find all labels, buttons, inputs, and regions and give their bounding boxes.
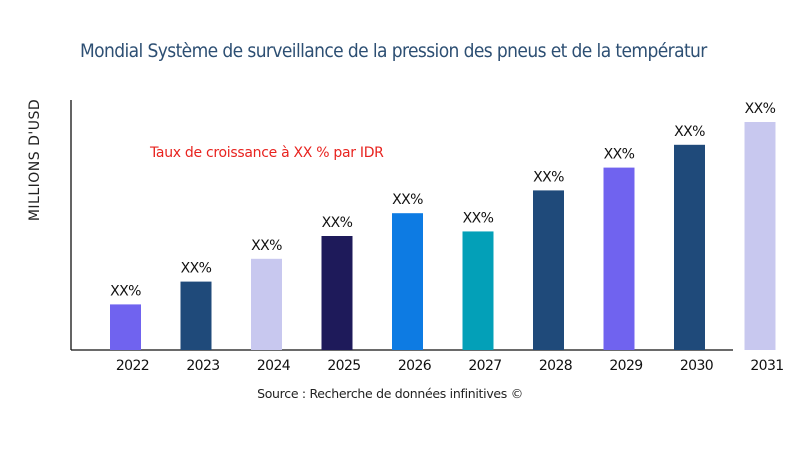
x-tick-2024: 2024 xyxy=(257,358,291,374)
data-label-2029: XX% xyxy=(604,147,635,163)
bar-2023 xyxy=(180,281,212,350)
x-tick-2030: 2030 xyxy=(680,358,713,374)
bar-2027 xyxy=(462,231,494,350)
x-tick-2031: 2031 xyxy=(750,358,783,374)
bar-2025 xyxy=(321,236,353,350)
x-tick-2022: 2022 xyxy=(116,358,149,374)
x-tick-2028: 2028 xyxy=(539,358,572,374)
bar-2026 xyxy=(392,213,423,350)
chart-title: Mondial Système de surveillance de la pr… xyxy=(80,40,707,62)
x-tick-2029: 2029 xyxy=(609,358,642,374)
data-label-2028: XX% xyxy=(533,169,564,185)
bar-2031 xyxy=(744,122,776,350)
growth-rate-annotation: Taux de croissance à XX % par IDR xyxy=(150,145,384,161)
data-label-2023: XX% xyxy=(181,261,212,277)
data-label-2025: XX% xyxy=(322,215,353,231)
data-label-2024: XX% xyxy=(251,238,282,254)
data-label-2026: XX% xyxy=(392,192,423,208)
x-tick-2023: 2023 xyxy=(186,358,219,374)
data-label-2030: XX% xyxy=(674,124,705,140)
bar-2028 xyxy=(533,190,564,350)
data-label-2031: XX% xyxy=(745,101,776,117)
bar-2030 xyxy=(674,144,705,350)
data-label-2022: XX% xyxy=(110,283,141,299)
bar-2022 xyxy=(110,304,141,350)
bar-2024 xyxy=(251,258,282,350)
bar-2029 xyxy=(603,167,635,350)
x-tick-2025: 2025 xyxy=(327,358,360,374)
source-note: Source : Recherche de données infinitive… xyxy=(257,386,523,401)
data-label-2027: XX% xyxy=(463,210,494,226)
x-tick-2027: 2027 xyxy=(468,358,501,374)
x-tick-2026: 2026 xyxy=(398,358,432,374)
